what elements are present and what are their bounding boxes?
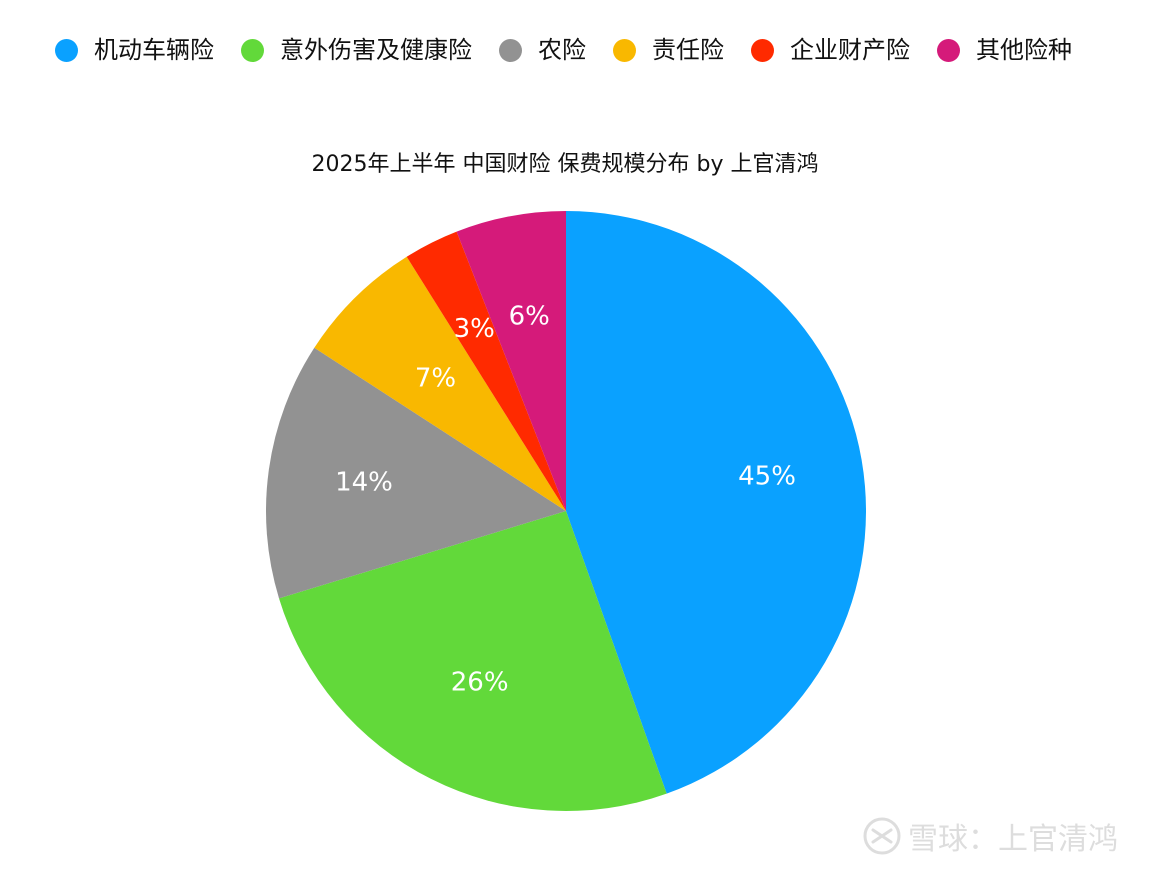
chart-legend: 机动车辆险 意外伤害及健康险 农险 责任险 企业财产险 其他险种 <box>55 30 1099 70</box>
legend-item: 机动车辆险 <box>55 38 214 62</box>
slice-value-label: 3% <box>454 314 495 344</box>
xueqiu-logo-icon <box>863 817 901 855</box>
legend-swatch <box>499 38 522 62</box>
slice-value-label: 45% <box>738 461 796 491</box>
pie-slice <box>406 231 566 511</box>
chart-title: 2025年上半年 中国财险 保费规模分布 by 上官清鸿 <box>311 152 819 177</box>
pie-slice <box>314 256 566 511</box>
pie-slice <box>456 211 566 511</box>
legend-item: 企业财产险 <box>751 38 910 62</box>
legend-swatch <box>55 38 78 62</box>
legend-label: 责任险 <box>652 36 724 64</box>
legend-swatch <box>613 38 636 62</box>
slice-value-label: 6% <box>509 301 550 331</box>
legend-item: 其他险种 <box>937 38 1072 62</box>
legend-swatch <box>751 38 774 62</box>
legend-label: 农险 <box>538 36 586 64</box>
legend-label: 其他险种 <box>976 36 1072 64</box>
pie-slice <box>566 211 866 794</box>
slice-value-label: 7% <box>415 363 456 393</box>
legend-swatch <box>937 38 960 62</box>
legend-label: 企业财产险 <box>790 36 910 64</box>
pie-slice <box>279 511 667 811</box>
slice-value-label: 26% <box>451 667 509 697</box>
legend-item: 责任险 <box>613 38 724 62</box>
legend-item: 农险 <box>499 38 586 62</box>
legend-label: 机动车辆险 <box>94 36 214 64</box>
pie-slice <box>266 347 566 599</box>
watermark: 雪球：上官清鸿 <box>862 814 1118 858</box>
legend-label: 意外伤害及健康险 <box>280 36 472 64</box>
legend-swatch <box>241 38 264 62</box>
slice-value-label: 14% <box>335 468 393 498</box>
watermark-text: 雪球：上官清鸿 <box>908 822 1118 857</box>
legend-item: 意外伤害及健康险 <box>241 38 472 62</box>
